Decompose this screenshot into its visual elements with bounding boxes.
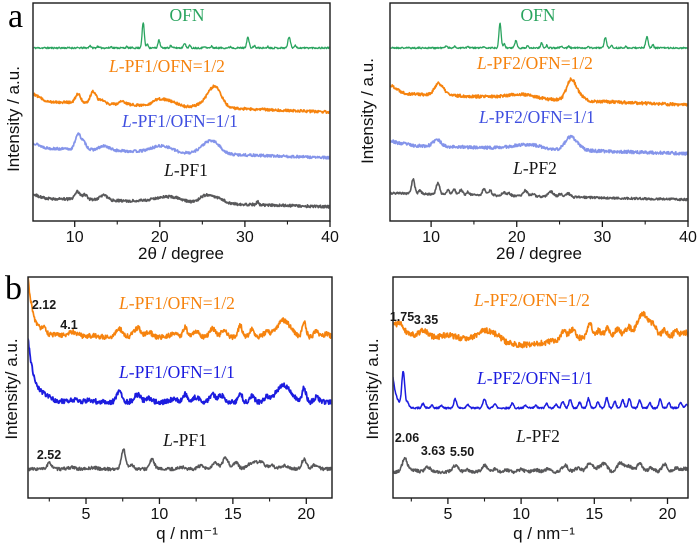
saxs-lpf1-tick-label-5: 5 <box>82 506 91 523</box>
saxs-lpf2-series-label-l-pf2-ofn-1-1: L-PF2/OFN=1/1 <box>476 368 593 388</box>
x-axis-title-a-left: 2θ / degree <box>137 244 224 263</box>
saxs-lpf2-tick-label-15: 15 <box>585 506 603 523</box>
saxs-lpf2-annotation-3-63: 3.63 <box>421 444 445 458</box>
saxs-lpf1-frame <box>27 276 333 499</box>
xrd-lpf1-trace-ofn <box>33 22 330 50</box>
xrd-lpf2-frame <box>389 2 689 222</box>
xrd-lpf2-series-label-ofn: OFN <box>520 5 555 25</box>
saxs-lpf2-annotation-3-35: 3.35 <box>414 313 438 327</box>
xrd-lpf1-series-label-ofn: OFN <box>169 5 204 25</box>
xrd-lpf1-tick-label-10: 10 <box>66 229 84 246</box>
panel-xrd-lpf2: 10 20 30 40 OFN L-PF2/OFN=1/2 L-PF2/OFN=1/1 L-P… <box>389 2 697 246</box>
xrd-lpf2-tick-label-10: 10 <box>422 229 440 246</box>
xrd-lpf1-series-label-l-pf1-ofn-1-1: L-PF1/OFN=1/1 <box>121 111 238 131</box>
xrd-lpf1-series-label-l-pf1-ofn-1-2: L-PF1/OFN=1/2 <box>108 56 225 76</box>
saxs-lpf1-trace-l-pf1-ofn-1-2 <box>28 277 332 341</box>
saxs-lpf1-tick-label-20: 20 <box>297 506 315 523</box>
xrd-lpf2-series-label-l-pf2-ofn-1-1: L-PF2/OFN=1/1 <box>478 107 595 127</box>
saxs-lpf1-tick-label-15: 15 <box>224 506 242 523</box>
xrd-lpf2-trace-l-pf2-ofn-1-1 <box>390 134 688 156</box>
xrd-lpf1-trace-l-pf1 <box>33 189 330 209</box>
x-axis-title-b-right: q / nm⁻¹ <box>513 524 575 543</box>
saxs-lpf1-trace-l-pf1 <box>28 448 332 472</box>
saxs-lpf2-trace-l-pf2-ofn-1-2 <box>393 310 688 349</box>
panel-saxs-lpf2: 5 10 15 20 L-PF2/OFN=1/2 L-PF2/OFN=1/1 L-PF2 1.… <box>390 276 689 523</box>
x-axis-title-b-left: q / nm⁻¹ <box>156 524 218 543</box>
xrd-lpf2-series-label-l-pf2: L-PF2 <box>512 158 557 178</box>
saxs-lpf1-annotation-2-12: 2.12 <box>32 298 56 312</box>
saxs-lpf2-trace-l-pf2-ofn-1-1 <box>393 370 688 410</box>
xrd-lpf1-tick-label-20: 20 <box>151 229 169 246</box>
xrd-lpf1-trace-l-pf1-ofn-1-1 <box>33 132 330 160</box>
saxs-lpf1-tick-label-10: 10 <box>151 506 169 523</box>
saxs-lpf2-series-label-l-pf2: L-PF2 <box>515 426 560 446</box>
saxs-lpf2-tick-label-5: 5 <box>443 506 452 523</box>
xrd-lpf1-tick-label-40: 40 <box>321 229 339 246</box>
saxs-lpf2-annotation-2-06: 2.06 <box>395 431 419 445</box>
saxs-lpf2-frame <box>392 276 689 499</box>
xrd-lpf2-trace-l-pf2 <box>390 178 688 202</box>
x-axis-title-a-right: 2θ / degree <box>495 244 582 263</box>
saxs-lpf2-tick-label-10: 10 <box>512 506 530 523</box>
xrd-lpf1-tick-label-30: 30 <box>236 229 254 246</box>
saxs-lpf2-annotation-5-50: 5.50 <box>450 445 474 459</box>
xrd-lpf2-trace-l-pf2-ofn-1-2 <box>390 77 688 107</box>
saxs-lpf1-series-label-l-pf1-ofn-1-1: L-PF1/OFN=1/1 <box>118 362 235 382</box>
saxs-lpf2-tick-label-20: 20 <box>659 506 677 523</box>
xrd-lpf1-frame <box>32 2 331 222</box>
xrd-lpf2-tick-label-40: 40 <box>679 229 697 246</box>
xrd-lpf1-series-label-l-pf1: L-PF1 <box>163 160 208 180</box>
xrd-lpf2-tick-label-30: 30 <box>593 229 611 246</box>
xrd-lpf2-trace-ofn <box>390 22 688 50</box>
saxs-lpf1-series-label-l-pf1-ofn-1-2: L-PF1/OFN=1/2 <box>118 293 235 313</box>
panel-xrd-lpf1: 10 20 30 40 OFN L-PF1/OFN=1/2 L-PF1/OFN=1/1 L-P… <box>32 2 339 246</box>
saxs-lpf1-annotation-2-52: 2.52 <box>37 448 61 462</box>
saxs-lpf1-trace-l-pf1-ofn-1-1 <box>28 338 332 406</box>
xrd-lpf1-trace-l-pf1-ofn-1-2 <box>33 84 330 114</box>
panel-saxs-lpf1: 5 10 15 20 L-PF1/OFN=1/2 L-PF1/OFN=1/1 L-PF1 2.… <box>27 276 333 523</box>
xrd-lpf2-series-label-l-pf2-ofn-1-2: L-PF2/OFN=1/2 <box>476 53 593 73</box>
panel-label-b: b <box>5 270 22 307</box>
saxs-lpf2-series-label-l-pf2-ofn-1-2: L-PF2/OFN=1/2 <box>473 290 590 310</box>
xrd-lpf2-tick-label-20: 20 <box>508 229 526 246</box>
saxs-lpf1-annotation-4-1: 4.1 <box>60 318 77 332</box>
saxs-lpf2-annotation-1-75: 1.75 <box>390 310 414 324</box>
panel-label-a: a <box>8 0 24 35</box>
saxs-lpf2-trace-l-pf2 <box>393 456 688 475</box>
saxs-lpf1-series-label-l-pf1: L-PF1 <box>162 430 207 450</box>
